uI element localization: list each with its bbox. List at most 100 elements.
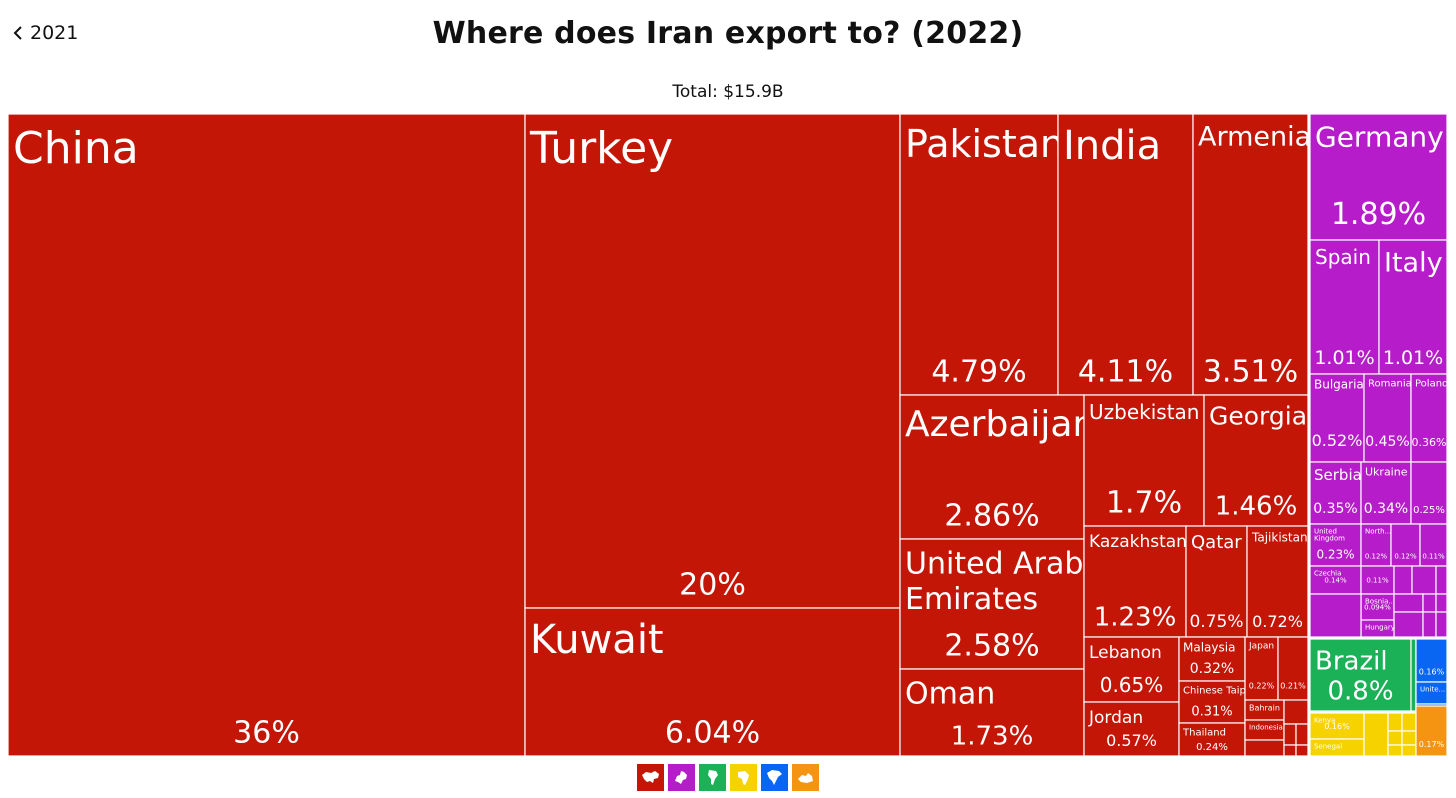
- tile-rect-tile-58[interactable]: [1410, 638, 1417, 712]
- tile-spain[interactable]: Spain 1.01%: [1309, 239, 1380, 375]
- tile-rect-kazakhstan[interactable]: [1083, 525, 1187, 638]
- tile-georgia[interactable]: Georgia 1.46%: [1203, 394, 1309, 527]
- tile-rect-brazil[interactable]: [1309, 638, 1412, 712]
- tile-bosnia[interactable]: Bosnia...0.094%: [1360, 593, 1395, 621]
- tile-rect-united-arab-emirates[interactable]: [899, 538, 1085, 670]
- legend-north-america[interactable]: [761, 764, 788, 791]
- tile-rect-tajikistan[interactable]: [1246, 525, 1309, 638]
- tile-rect-ukraine[interactable]: [1360, 461, 1412, 525]
- tile-rect-tile-51[interactable]: [1435, 593, 1448, 613]
- tile-tile-54[interactable]: [1422, 611, 1437, 638]
- tile-rect-china[interactable]: [7, 113, 526, 757]
- tile-rect-tile-72[interactable]: [1415, 705, 1448, 757]
- tile-tile-44[interactable]: 0.11%: [1360, 565, 1395, 595]
- tile-tile-65[interactable]: [1363, 712, 1389, 757]
- legend-europe[interactable]: [668, 764, 695, 791]
- tile-rect-germany[interactable]: [1309, 113, 1448, 241]
- tile-rect-turkey[interactable]: [524, 113, 901, 609]
- tile-rect-tile-55[interactable]: [1435, 611, 1448, 638]
- tile-tile-45[interactable]: [1393, 565, 1413, 595]
- tile-rect-india[interactable]: [1057, 113, 1194, 396]
- tile-tajikistan[interactable]: Tajikistan 0.72%: [1246, 525, 1309, 638]
- tile-rect-tile-52[interactable]: [1393, 611, 1424, 638]
- tile-pakistan[interactable]: Pakistan 4.79%: [899, 113, 1064, 396]
- tile-rect-tile-71[interactable]: [1401, 744, 1417, 757]
- tile-tile-28[interactable]: [1283, 744, 1297, 757]
- tile-germany[interactable]: Germany 1.89%: [1309, 113, 1448, 241]
- tile-tile-70[interactable]: [1387, 744, 1403, 757]
- tile-rect-tile-67[interactable]: [1401, 712, 1417, 732]
- tile-tile-50[interactable]: [1422, 593, 1437, 613]
- tile-tile-60[interactable]: 0.16%: [1415, 638, 1448, 683]
- back-to-2021-button[interactable]: 2021: [12, 22, 78, 44]
- tile-poland[interactable]: Poland 0.36%: [1410, 373, 1448, 463]
- tile-malaysia[interactable]: Malaysia 0.32%: [1178, 636, 1246, 682]
- tile-rect-tile-41[interactable]: [1390, 523, 1421, 567]
- tile-rect-north[interactable]: [1360, 523, 1392, 567]
- tile-uzbekistan[interactable]: Uzbekistan 1.7%: [1083, 394, 1205, 527]
- tile-oman[interactable]: Oman 1.73%: [899, 668, 1085, 757]
- tile-tile-68[interactable]: [1387, 730, 1403, 746]
- tile-unite[interactable]: Unite...: [1415, 681, 1448, 705]
- tile-romania[interactable]: Romania 0.45%: [1363, 373, 1412, 463]
- tile-thailand[interactable]: Thailand 0.24%: [1178, 722, 1246, 757]
- tile-tile-69[interactable]: [1401, 730, 1417, 746]
- tile-rect-tile-68[interactable]: [1387, 730, 1403, 746]
- tile-indonesia[interactable]: Indonesia: [1244, 719, 1285, 741]
- tile-rect-italy[interactable]: [1378, 239, 1448, 375]
- tile-united-kingdom[interactable]: United Kingdom 0.23%: [1309, 523, 1362, 567]
- tile-tile-41[interactable]: 0.12%: [1390, 523, 1421, 567]
- tile-italy[interactable]: Italy 1.01%: [1378, 239, 1448, 375]
- tile-tile-71[interactable]: [1401, 744, 1417, 757]
- tile-tile-58[interactable]: [1410, 638, 1417, 712]
- tile-rect-lebanon[interactable]: [1083, 636, 1180, 703]
- tile-rect-tile-54[interactable]: [1422, 611, 1437, 638]
- tile-north[interactable]: North... 0.12%: [1360, 523, 1392, 567]
- tile-rect-tile-66[interactable]: [1387, 712, 1403, 732]
- tile-bulgaria[interactable]: Bulgaria 0.52%: [1309, 373, 1365, 463]
- tile-rect-tile-26[interactable]: [1283, 723, 1297, 746]
- tile-rect-kuwait[interactable]: [524, 607, 901, 757]
- legend-south-america[interactable]: [699, 764, 726, 791]
- tile-rect-georgia[interactable]: [1203, 394, 1309, 527]
- tile-tile-24[interactable]: [1244, 739, 1285, 757]
- tile-serbia[interactable]: Serbia 0.35%: [1309, 461, 1362, 525]
- tile-tile-29[interactable]: [1295, 744, 1309, 757]
- tile-rect-tile-47[interactable]: [1435, 565, 1448, 595]
- tile-senegal[interactable]: Senegal: [1309, 738, 1365, 757]
- tile-tile-27[interactable]: [1295, 723, 1309, 746]
- tile-rect-chinese-taipei[interactable]: [1178, 680, 1246, 724]
- tile-rect-tile-28[interactable]: [1283, 744, 1297, 757]
- tile-rect-romania[interactable]: [1363, 373, 1412, 463]
- legend-asia[interactable]: [637, 764, 664, 791]
- tile-rect-tile-56[interactable]: [1309, 593, 1362, 638]
- tile-tile-67[interactable]: [1401, 712, 1417, 732]
- tile-hungary[interactable]: Hungary: [1360, 619, 1395, 638]
- tile-rect-tile-49[interactable]: [1393, 593, 1424, 613]
- tile-china[interactable]: China 36%: [7, 113, 526, 757]
- tile-united-arab-emirates[interactable]: United Arab Emirates 2.58%: [899, 538, 1085, 670]
- tile-rect-armenia[interactable]: [1192, 113, 1309, 396]
- tile-tile-51[interactable]: [1435, 593, 1448, 613]
- tile-rect-tile-42[interactable]: [1419, 523, 1448, 567]
- tile-tile-55[interactable]: [1435, 611, 1448, 638]
- tile-rect-tile-69[interactable]: [1401, 730, 1417, 746]
- tile-rect-tile-27[interactable]: [1295, 723, 1309, 746]
- tile-lebanon[interactable]: Lebanon 0.65%: [1083, 636, 1180, 703]
- tile-india[interactable]: India 4.11%: [1057, 113, 1194, 396]
- tile-rect-tile-38[interactable]: [1410, 461, 1448, 525]
- tile-kuwait[interactable]: Kuwait 6.04%: [524, 607, 901, 757]
- tile-tile-38[interactable]: 0.25%: [1410, 461, 1448, 525]
- legend-africa[interactable]: [730, 764, 757, 791]
- tile-rect-tile-70[interactable]: [1387, 744, 1403, 757]
- tile-tile-49[interactable]: [1393, 593, 1424, 613]
- tile-rect-qatar[interactable]: [1185, 525, 1248, 638]
- tile-rect-japan[interactable]: [1244, 636, 1279, 701]
- tile-rect-tile-45[interactable]: [1393, 565, 1413, 595]
- tile-rect-tile-46[interactable]: [1411, 565, 1437, 595]
- tile-ukraine[interactable]: Ukraine 0.34%: [1360, 461, 1412, 525]
- tile-tile-56[interactable]: [1309, 593, 1362, 638]
